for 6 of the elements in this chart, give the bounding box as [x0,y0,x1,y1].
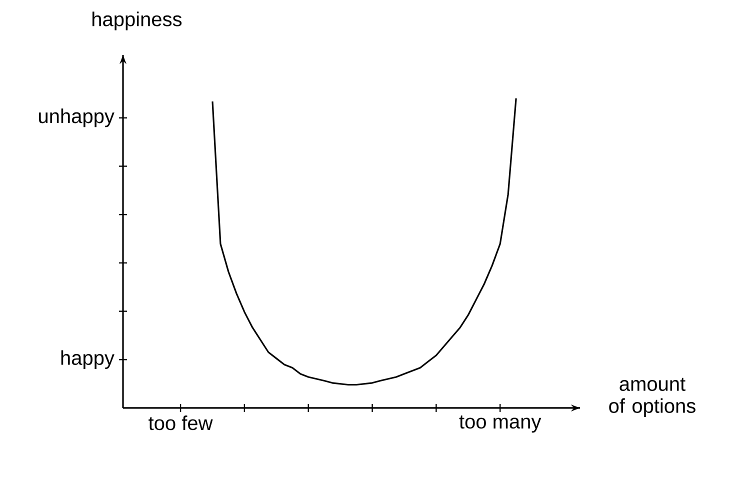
x-tick-label: too few [148,416,213,430]
text: unhappy [39,108,114,128]
x-tick-label: too many [459,416,542,433]
y-axis-title: happiness [92,12,182,30]
text: happy [61,350,114,369]
x-axis-title: amount of options [609,378,696,417]
